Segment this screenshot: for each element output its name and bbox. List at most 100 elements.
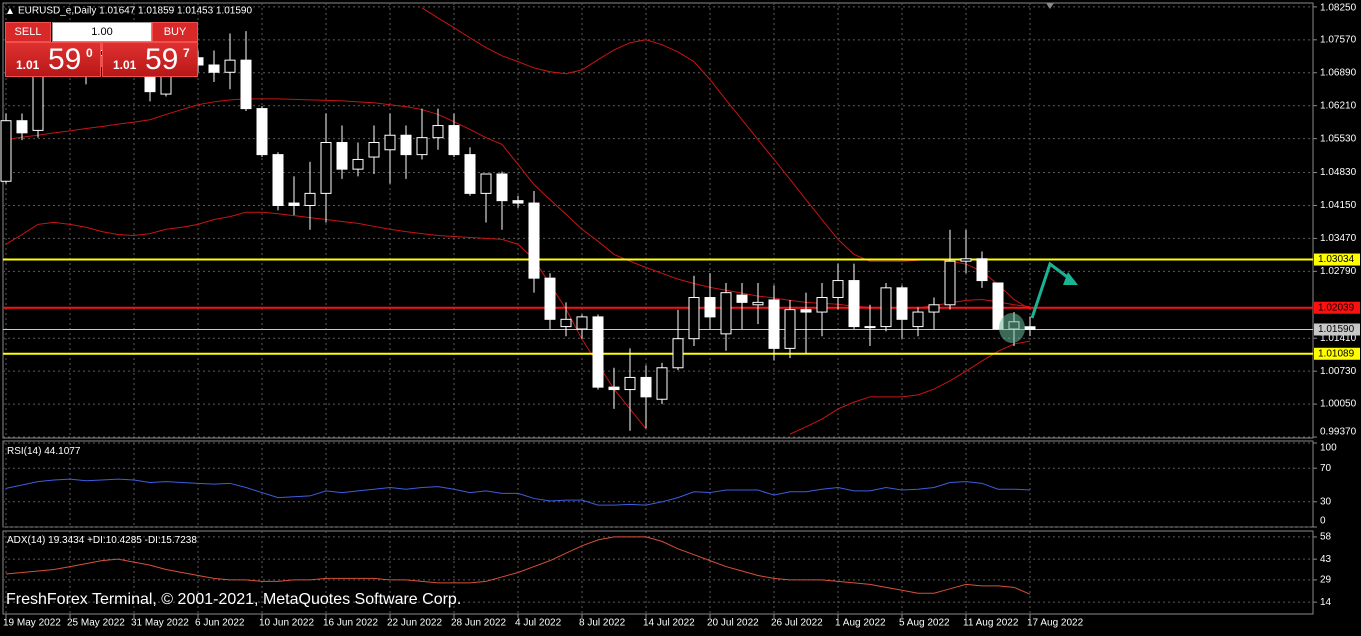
candle-body (384, 134, 396, 151)
candle-body (1024, 326, 1036, 330)
candle-body (16, 120, 28, 134)
candle-body (832, 280, 844, 299)
x-tick-label: 1 Aug 2022 (835, 618, 886, 629)
lot-input[interactable]: 1.00 (52, 22, 152, 42)
buy-button[interactable]: BUY (152, 22, 198, 42)
price-level-label: 1.01089 (1318, 348, 1355, 359)
candle-body (352, 158, 364, 170)
candle-body (880, 287, 892, 328)
candle-body (848, 280, 860, 328)
y-tick-label: 1.00730 (1320, 366, 1357, 377)
candle-body (416, 137, 428, 156)
candle-body (992, 282, 1004, 330)
x-tick-label: 19 May 2022 (3, 618, 61, 629)
rsi-title: RSI(14) 44.1077 (7, 446, 81, 457)
candle-body (224, 59, 236, 73)
candle-body (976, 258, 988, 282)
candle-body (432, 125, 444, 139)
candle-body (480, 173, 492, 194)
price-level-tag (1314, 253, 1360, 266)
y-tick-label: 14 (1320, 597, 1332, 608)
collapse-icon (7, 8, 13, 14)
x-tick-label: 25 May 2022 (67, 618, 125, 629)
y-tick-label: 1.08250 (1320, 3, 1357, 14)
y-tick-label: 1.07570 (1320, 34, 1357, 45)
y-tick-label: 1.00050 (1320, 399, 1357, 410)
y-tick-label: 43 (1320, 554, 1332, 565)
lot-value: 1.00 (91, 26, 113, 38)
price-level-label: 1.02039 (1318, 302, 1355, 313)
rsi-name: RSI(14) (7, 446, 41, 457)
adx-panel (2, 530, 1314, 615)
sell-button[interactable]: SELL (5, 22, 51, 42)
candle-body (544, 277, 556, 320)
price-level-tag (1314, 301, 1360, 314)
price-panel (2, 2, 1314, 439)
candle-body (576, 316, 588, 330)
arrow-head (1063, 272, 1078, 285)
candle-body (560, 318, 572, 328)
candle-body (0, 120, 12, 182)
candle-body (736, 294, 748, 303)
y-tick-label: 1.02790 (1320, 266, 1357, 277)
candle-body (816, 297, 828, 313)
candle-body (784, 309, 796, 349)
indicator-line (5, 536, 1031, 595)
y-tick-label: 1.06890 (1320, 67, 1357, 78)
candle-body (704, 297, 716, 318)
candle-body (592, 316, 604, 388)
candle-body (672, 338, 684, 369)
candle-body (800, 309, 812, 313)
y-tick-label: 70 (1320, 463, 1332, 474)
ask-prefix: 1.01 (113, 58, 137, 72)
y-tick-label: 1.04830 (1320, 167, 1357, 178)
copyright: FreshForex Terminal, © 2001-2021, MetaQu… (6, 591, 461, 608)
candle-body (640, 376, 652, 398)
candle-body (608, 386, 620, 391)
candle-body (400, 134, 412, 156)
bid-fraction: 0 (86, 46, 93, 60)
x-tick-label: 20 Jul 2022 (707, 618, 759, 629)
bid-prefix: 1.01 (16, 58, 40, 72)
y-tick-label: 1.05530 (1320, 133, 1357, 144)
x-tick-label: 28 Jun 2022 (451, 618, 506, 629)
x-tick-label: 10 Jun 2022 (259, 618, 314, 629)
candle-body (944, 260, 956, 306)
candle-body (752, 301, 764, 306)
shift-marker (1046, 3, 1054, 9)
candle-body (688, 297, 700, 340)
candle-body (256, 108, 268, 156)
y-tick-label: 1.06210 (1320, 100, 1357, 111)
y-tick-label: 1.03470 (1320, 233, 1357, 244)
candle-body (320, 142, 332, 194)
x-tick-label: 8 Jul 2022 (579, 618, 626, 629)
price-level-label: 1.01590 (1318, 324, 1355, 335)
bid-price[interactable]: 1.01 59 0 (5, 42, 101, 77)
candle-body (304, 192, 316, 206)
price-level-label: 1.03034 (1318, 254, 1355, 265)
highlight-circle (999, 313, 1025, 343)
ask-fraction: 7 (183, 46, 190, 60)
candle-body (528, 202, 540, 279)
rsi-panel (2, 440, 1314, 528)
candle-body (32, 71, 44, 131)
candle-body (272, 154, 284, 206)
candle-body (768, 299, 780, 349)
candle-body (464, 154, 476, 194)
y-tick-label: 1.04150 (1320, 200, 1357, 211)
candle-body (928, 304, 940, 313)
x-tick-label: 22 Jun 2022 (387, 618, 442, 629)
x-tick-label: 11 Aug 2022 (963, 618, 1019, 629)
candle-body (896, 287, 908, 320)
x-tick-label: 16 Jun 2022 (323, 618, 378, 629)
adx-title: ADX(14) 19.3434 +DI:10.4285 -DI:15.7238 (7, 535, 197, 546)
ask-pips: 59 (145, 43, 179, 76)
chart-title: EURUSD_e,Daily 1.01647 1.01859 1.01453 1… (18, 6, 252, 17)
ask-price[interactable]: 1.01 59 7 (102, 42, 198, 77)
x-tick-label: 5 Aug 2022 (899, 618, 950, 629)
candle-body (336, 142, 348, 170)
candle-body (288, 202, 300, 206)
y-tick-label: 1.01410 (1320, 333, 1357, 344)
